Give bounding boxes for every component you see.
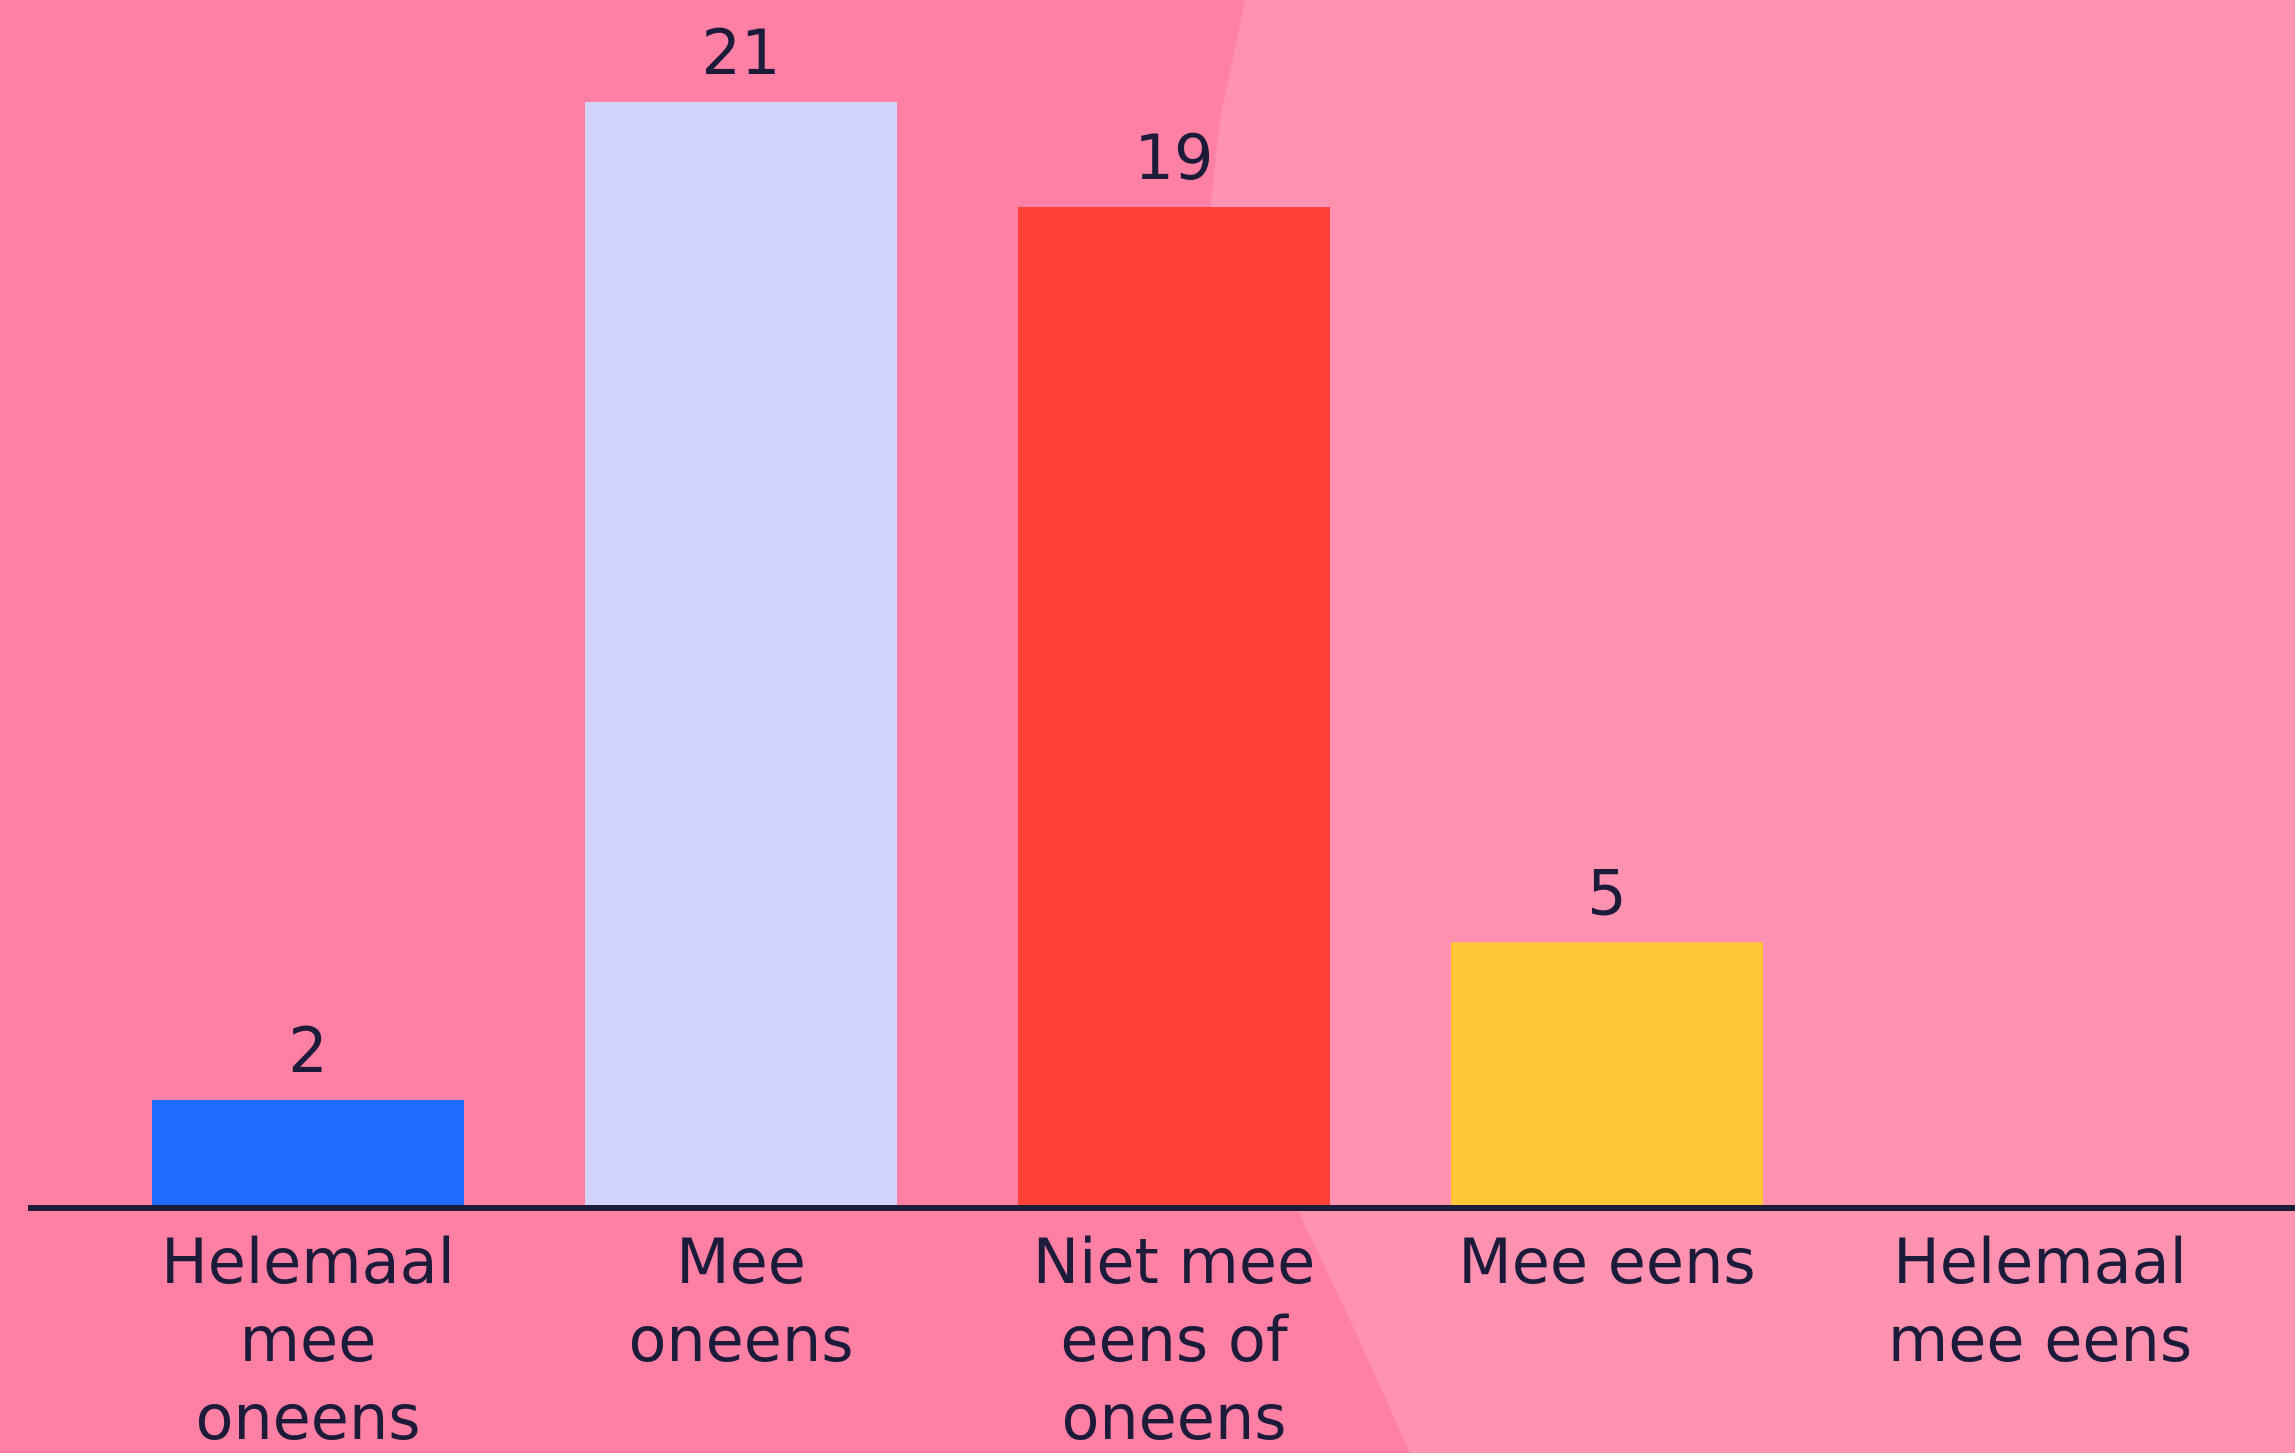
value-label-2: 19 [1135,121,1214,194]
bar-0 [152,1099,464,1205]
category-label-3: Mee eens [1458,1225,1755,1298]
category-label-line: oneens [195,1381,420,1453]
value-label-3: 5 [1587,856,1626,929]
category-label-line: Helemaal [161,1225,455,1298]
category-label-line: oneens [628,1303,853,1376]
category-label-2: Niet mee eens of oneens [1033,1225,1315,1453]
category-label-line: mee [240,1303,377,1376]
category-label-line: eens of [1060,1303,1290,1376]
category-label-1: Mee oneens [628,1225,853,1376]
bar-1 [585,102,897,1205]
category-label-line: Helemaal [1893,1225,2187,1298]
category-label-line: Mee [676,1225,806,1298]
category-label-line: mee eens [1888,1303,2192,1376]
category-label-4: Helemaal mee eens [1888,1225,2192,1376]
bar-3 [1451,942,1763,1205]
bars-layer [152,102,1763,1206]
category-label-line: oneens [1061,1381,1286,1453]
category-label-0: Helemaal mee oneens [161,1225,455,1453]
category-label-line: Mee eens [1458,1225,1755,1298]
value-label-1: 21 [702,16,781,89]
value-label-0: 2 [288,1014,327,1087]
category-label-line: Niet mee [1033,1225,1315,1298]
bar-2 [1018,207,1330,1206]
